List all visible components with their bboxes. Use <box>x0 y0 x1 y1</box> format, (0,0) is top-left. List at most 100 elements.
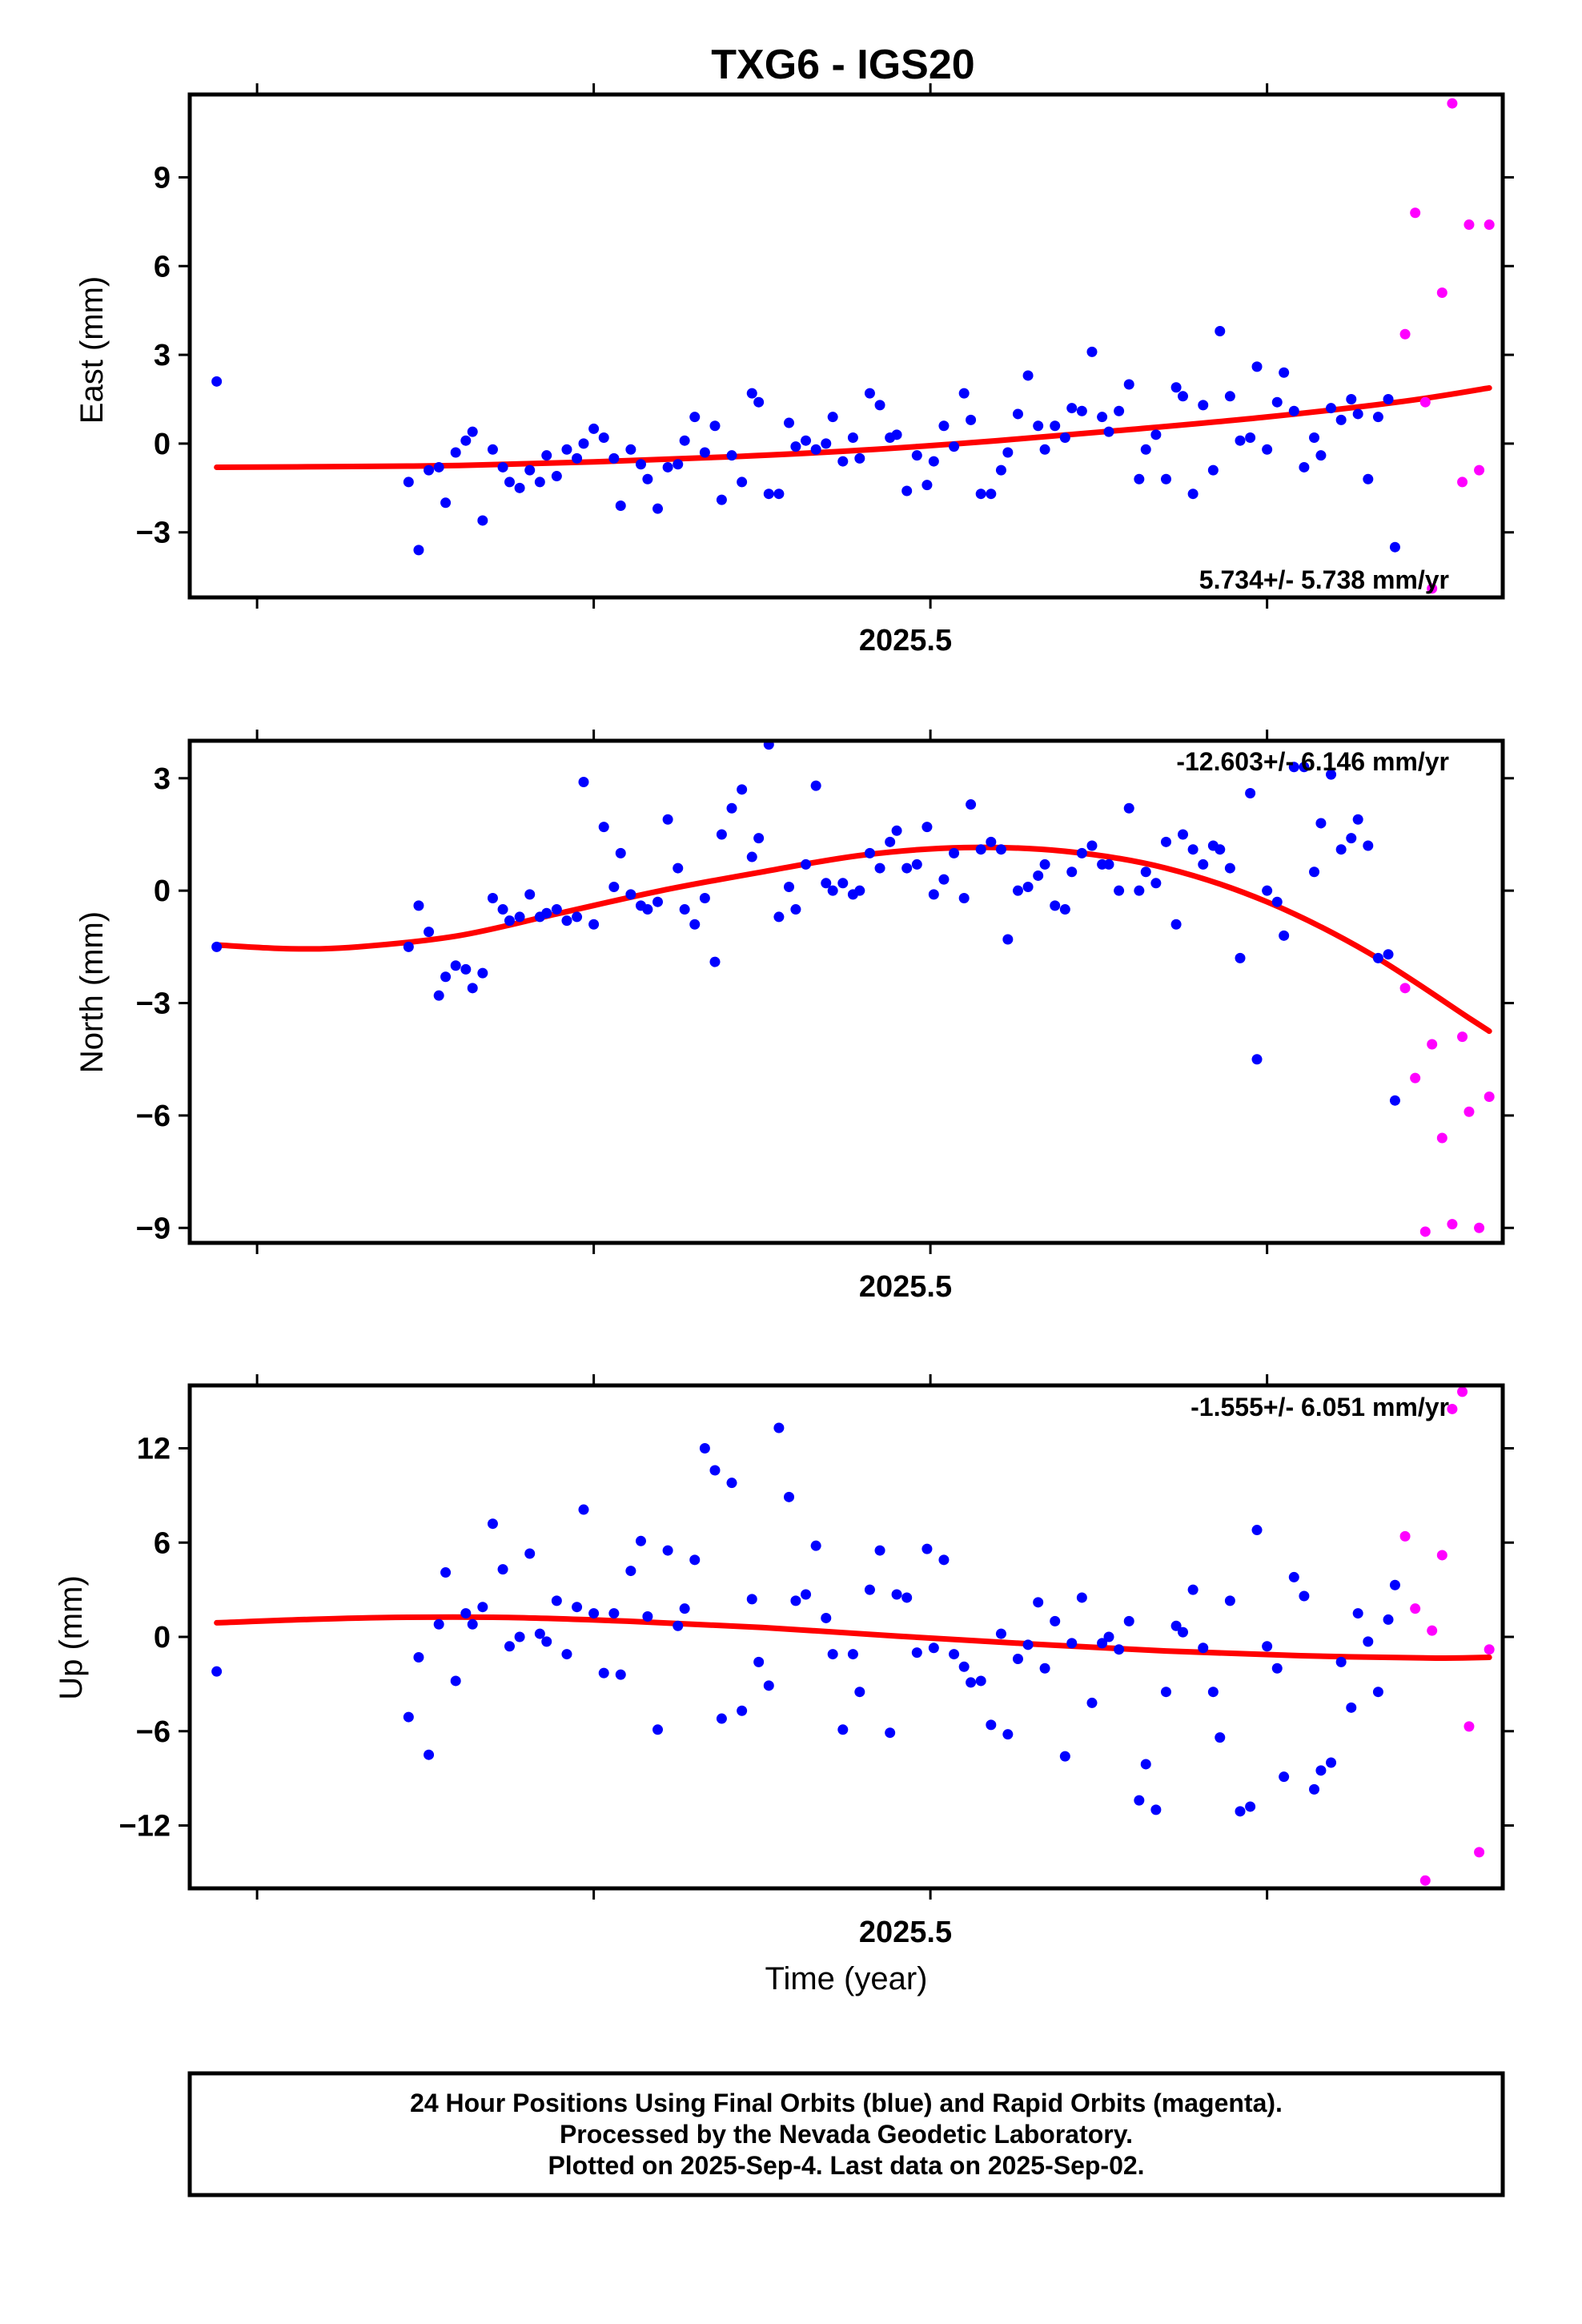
up-rapid-point <box>1427 1625 1438 1636</box>
east-final-point <box>716 494 727 505</box>
east-final-point <box>460 435 472 446</box>
up-final-point <box>1002 1729 1014 1740</box>
up-final-point <box>1103 1631 1114 1642</box>
up-final-point <box>1335 1656 1347 1667</box>
north-final-point <box>1160 836 1171 847</box>
east-final-point <box>1288 405 1299 416</box>
up-final-point <box>1178 1626 1189 1638</box>
north-final-point <box>211 941 223 952</box>
east-final-point <box>1103 426 1114 437</box>
caption-line-3: Plotted on 2025-Sep-4. Last data on 2025… <box>548 2151 1144 2180</box>
north-final-point <box>928 889 939 900</box>
east-final-point <box>928 456 939 467</box>
up-panel: −12 −6 0 6 12 2025.5 Up (mm) -1.555+/- 6.051… <box>54 1374 1514 1949</box>
north-final-point <box>1086 840 1098 851</box>
up-final-point <box>854 1687 865 1698</box>
north-final-point <box>1033 870 1044 881</box>
up-final-point <box>821 1612 832 1623</box>
north-final-point <box>460 963 472 975</box>
up-final-point <box>1150 1804 1162 1815</box>
up-final-point <box>524 1548 536 1559</box>
east-final-point <box>615 500 626 511</box>
north-final-point <box>578 776 589 787</box>
east-final-point <box>625 444 636 455</box>
up-final-point <box>1097 1638 1108 1649</box>
east-final-point <box>864 388 875 399</box>
north-final-point <box>958 893 970 904</box>
up-final-point <box>1383 1614 1394 1625</box>
north-points <box>211 741 1495 1237</box>
north-final-point <box>746 851 757 862</box>
east-final-point <box>662 461 673 472</box>
up-final-point <box>534 1628 545 1639</box>
east-final-point <box>689 412 701 423</box>
up-final-point <box>1346 1702 1357 1713</box>
east-final-point <box>504 476 515 488</box>
east-final-point <box>1389 541 1400 553</box>
east-final-point <box>1271 396 1283 408</box>
north-rapid-point <box>1419 1226 1431 1237</box>
caption-box: 24 Hour Positions Using Final Orbits (bl… <box>187 2071 1505 2197</box>
north-final-point <box>966 799 977 810</box>
north-final-point <box>1224 862 1235 874</box>
north-final-point <box>608 881 620 892</box>
north-final-point <box>1389 1095 1400 1106</box>
north-final-point <box>1245 788 1256 799</box>
east-final-point <box>921 480 933 491</box>
east-final-point <box>773 489 785 500</box>
east-final-point <box>1033 420 1044 432</box>
north-final-point <box>652 896 664 907</box>
up-final-point <box>1187 1584 1199 1595</box>
east-fit-line-group <box>214 384 1492 470</box>
north-final-point <box>784 881 795 892</box>
up-final-point <box>1123 1615 1134 1626</box>
east-final-point <box>1097 412 1108 423</box>
north-rapid-point <box>1410 1072 1421 1084</box>
east-final-point <box>1245 432 1256 444</box>
north-final-point <box>709 956 721 967</box>
up-final-point <box>211 1666 223 1677</box>
east-final-point <box>679 435 690 446</box>
up-final-point <box>911 1647 922 1659</box>
east-final-point <box>642 473 653 485</box>
east-final-point <box>827 412 838 423</box>
north-final-point <box>790 904 801 915</box>
east-y-axis-label: East (mm) <box>74 276 110 424</box>
up-final-point <box>1215 1732 1226 1743</box>
up-final-point <box>1352 1608 1363 1619</box>
north-final-point <box>1299 762 1310 773</box>
north-final-point <box>949 847 960 858</box>
up-final-point <box>1170 1620 1182 1631</box>
east-final-point <box>450 447 461 458</box>
up-final-point <box>874 1545 885 1556</box>
north-final-point <box>1271 896 1283 907</box>
east-final-point <box>737 476 748 488</box>
east-final-point <box>424 464 435 476</box>
north-final-point <box>572 911 583 923</box>
east-final-point <box>1140 444 1151 455</box>
up-final-point <box>1033 1597 1044 1608</box>
up-final-point <box>891 1589 902 1600</box>
east-final-point <box>1251 361 1263 372</box>
east-x-tick-label: 2025.5 <box>859 624 952 657</box>
north-final-point <box>413 900 424 911</box>
east-rapid-point <box>1419 396 1431 408</box>
east-fit-line <box>214 384 1492 470</box>
north-fit-line-group <box>214 844 1492 1035</box>
up-rapid-point <box>1399 1530 1411 1542</box>
up-rapid-point <box>1464 1721 1475 1732</box>
up-final-point <box>467 1618 478 1630</box>
north-rapid-point <box>1474 1222 1485 1233</box>
east-final-point <box>821 438 832 449</box>
north-final-point <box>1309 866 1320 878</box>
north-final-point <box>1170 919 1182 930</box>
up-final-point <box>1224 1595 1235 1606</box>
north-final-point <box>1022 881 1034 892</box>
up-final-point <box>901 1592 913 1603</box>
up-final-point <box>921 1543 933 1554</box>
up-final-point <box>673 1620 684 1631</box>
up-rapid-point <box>1457 1386 1468 1397</box>
up-final-point <box>986 1719 997 1731</box>
up-final-point <box>716 1713 727 1724</box>
north-y-tick-label: −9 <box>136 1212 171 1245</box>
